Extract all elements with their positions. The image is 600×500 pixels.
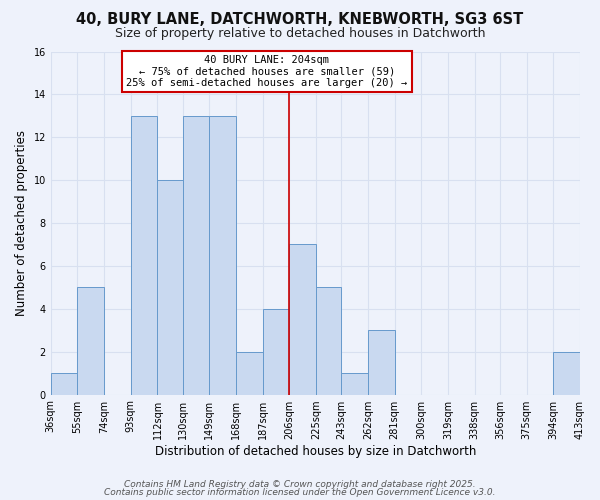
Bar — [236, 352, 263, 395]
Bar — [289, 244, 316, 394]
Y-axis label: Number of detached properties: Number of detached properties — [15, 130, 28, 316]
Bar — [51, 373, 77, 394]
Text: 40, BURY LANE, DATCHWORTH, KNEBWORTH, SG3 6ST: 40, BURY LANE, DATCHWORTH, KNEBWORTH, SG… — [76, 12, 524, 28]
Bar — [316, 288, 341, 395]
Text: Size of property relative to detached houses in Datchworth: Size of property relative to detached ho… — [115, 28, 485, 40]
X-axis label: Distribution of detached houses by size in Datchworth: Distribution of detached houses by size … — [155, 444, 476, 458]
Bar — [263, 309, 289, 394]
Bar — [341, 373, 368, 394]
Bar — [131, 116, 157, 394]
Bar — [368, 330, 395, 394]
Bar — [157, 180, 183, 394]
Bar — [183, 116, 209, 394]
Bar — [77, 288, 104, 395]
Text: Contains HM Land Registry data © Crown copyright and database right 2025.: Contains HM Land Registry data © Crown c… — [124, 480, 476, 489]
Text: Contains public sector information licensed under the Open Government Licence v3: Contains public sector information licen… — [104, 488, 496, 497]
Text: 40 BURY LANE: 204sqm
← 75% of detached houses are smaller (59)
25% of semi-detac: 40 BURY LANE: 204sqm ← 75% of detached h… — [127, 54, 407, 88]
Bar — [209, 116, 236, 394]
Bar — [553, 352, 580, 395]
